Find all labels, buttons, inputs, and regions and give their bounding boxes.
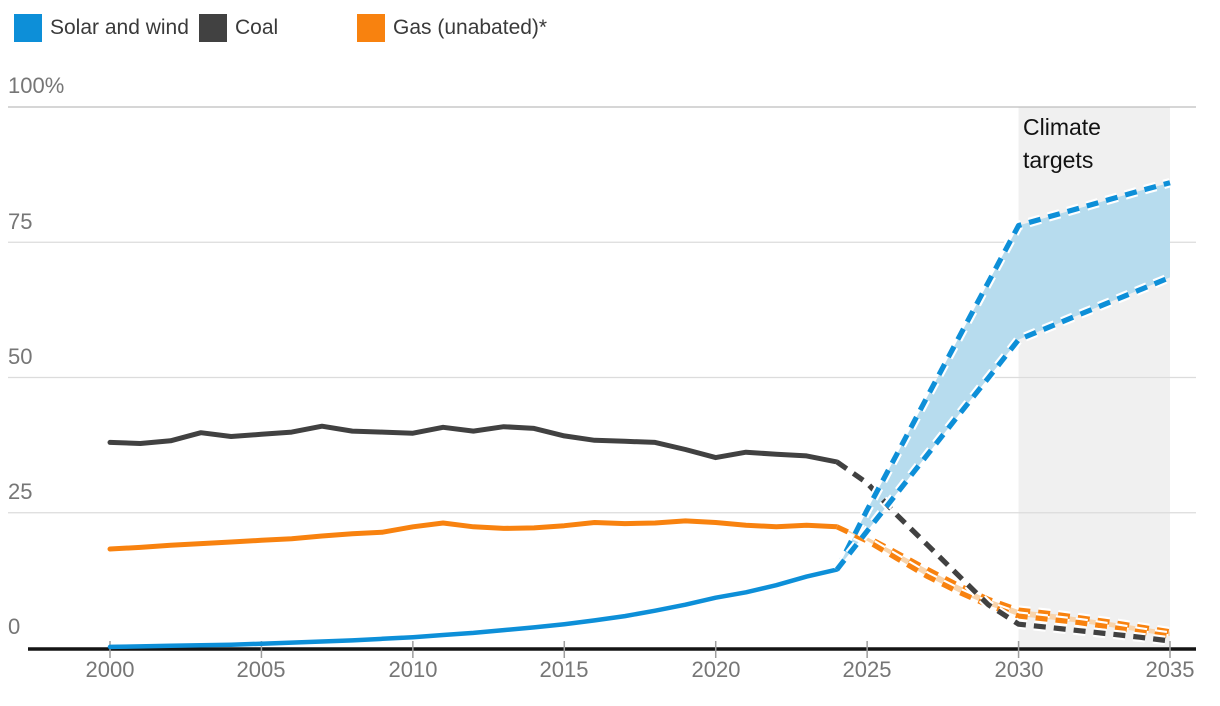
legend-label: Gas (unabated)*: [393, 16, 548, 39]
x-axis-label-2020: 2020: [691, 657, 741, 682]
x-axis-label-2025: 2025: [842, 657, 892, 682]
x-axis-label-2030: 2030: [994, 657, 1044, 682]
x-axis-label-2005: 2005: [236, 657, 286, 682]
gas-swatch: [357, 14, 385, 42]
x-axis-label-2000: 2000: [85, 657, 135, 682]
solar-wind-projection-low-line: [834, 274, 1171, 572]
series-line-solar-and-wind: [107, 567, 840, 650]
coal-swatch: [199, 14, 227, 42]
series-line-coal: [107, 423, 840, 465]
x-axis-label-2015: 2015: [539, 657, 589, 682]
coal-projection-line: [835, 459, 1171, 644]
series-line-gas-unabated: [107, 518, 840, 552]
y-axis-label-25: 25: [8, 479, 33, 504]
solar-wind-projection-band: [836, 182, 1170, 570]
y-axis-label-100: 100%: [8, 73, 65, 98]
legend-label: Solar and wind: [50, 16, 189, 39]
legend: Solar and wind Coal Gas (unabated)*: [0, 0, 1220, 56]
solar-and-wind-swatch: [14, 14, 42, 42]
solar-wind-projection-high-line: [834, 180, 1171, 571]
x-axis-label-2035: 2035: [1145, 657, 1195, 682]
y-axis-label-50: 50: [8, 344, 33, 369]
y-axis-label-75: 75: [8, 209, 33, 234]
y-axis-label-0: 0: [8, 614, 21, 639]
climate-targets-annotation: Climate targets: [1023, 114, 1101, 173]
legend-label: Coal: [235, 16, 279, 39]
x-axis-label-2010: 2010: [388, 657, 438, 682]
